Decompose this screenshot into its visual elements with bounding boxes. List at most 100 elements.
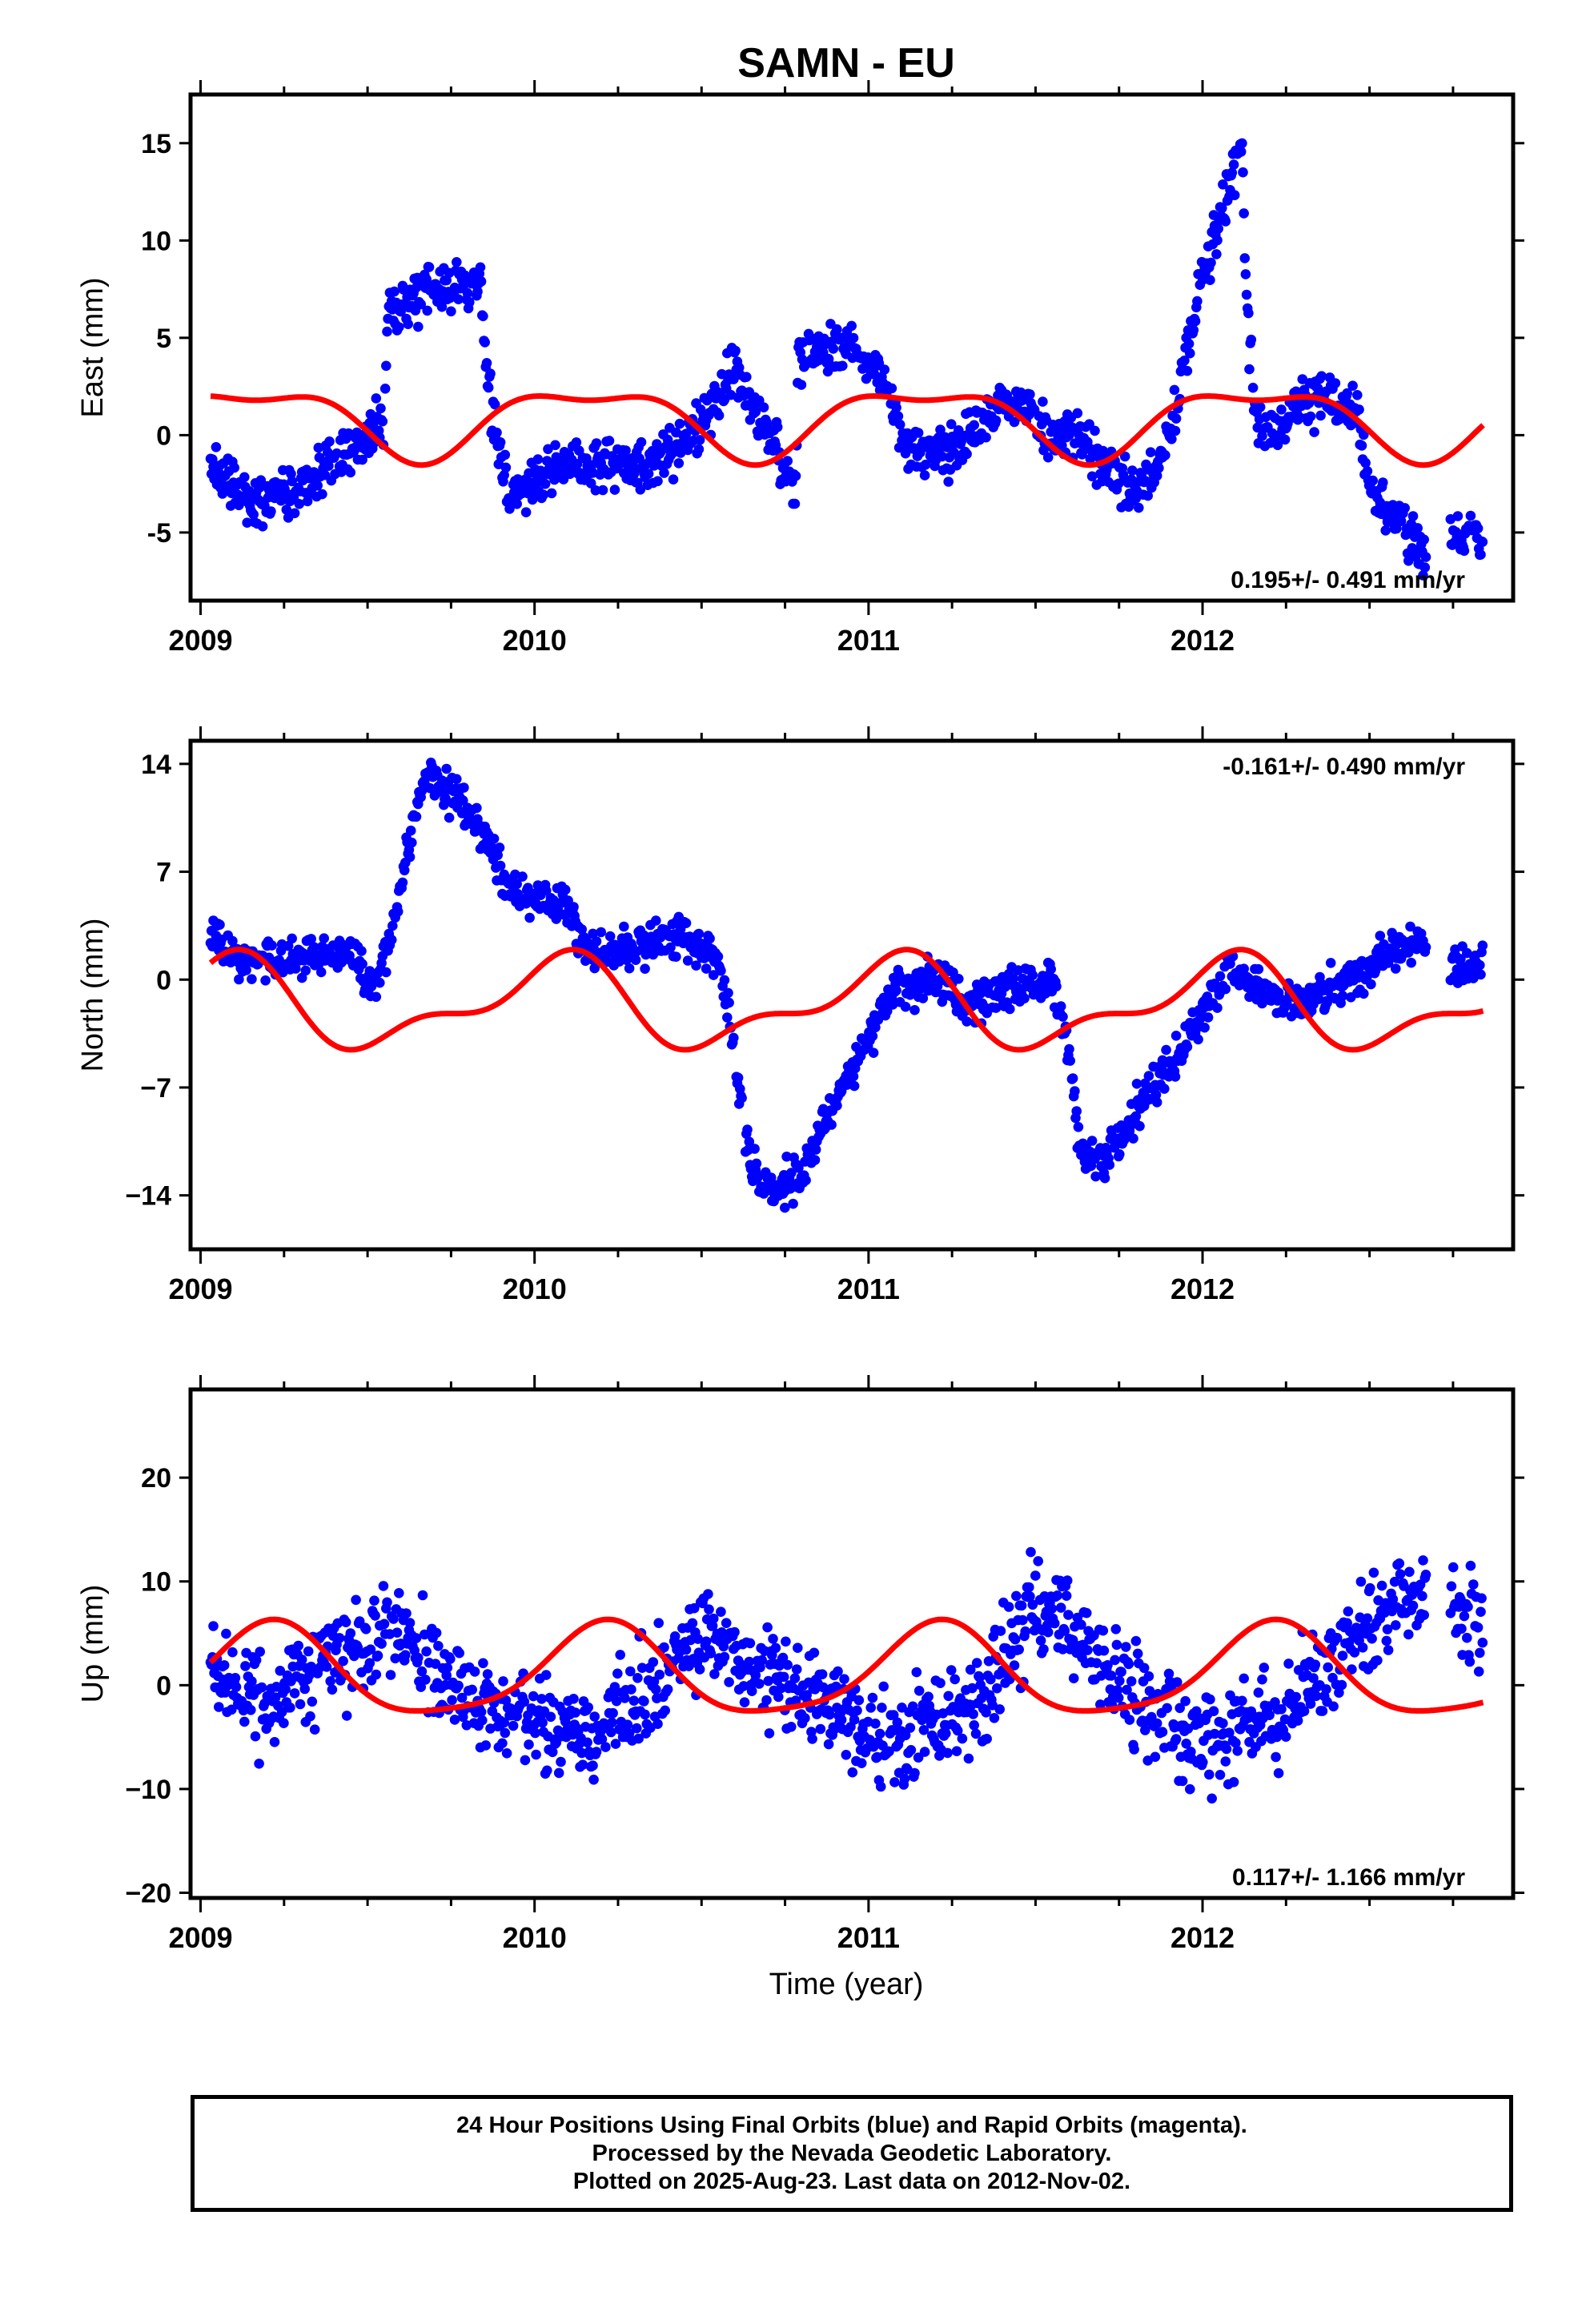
up-data-point — [1208, 1706, 1219, 1716]
up-data-point — [345, 1628, 356, 1638]
up-data-point — [853, 1695, 865, 1706]
up-data-point — [632, 1723, 642, 1734]
north-data-point — [315, 967, 327, 978]
up-data-point — [1231, 1738, 1241, 1748]
up-data-point — [360, 1624, 371, 1634]
east-data-point — [485, 368, 496, 379]
north-data-point — [452, 774, 462, 785]
up-data-point — [689, 1602, 700, 1614]
up-data-point — [745, 1638, 756, 1649]
up-data-point — [500, 1727, 511, 1739]
east-data-point — [1244, 364, 1255, 375]
north-data-point — [306, 934, 317, 944]
up-data-point — [577, 1759, 588, 1770]
north-data-point — [900, 1001, 911, 1012]
up-data-point — [1447, 1562, 1459, 1573]
up-data-point — [1404, 1566, 1415, 1578]
up-data-point — [1463, 1602, 1473, 1612]
up-data-point — [770, 1642, 781, 1654]
east-y-tick-label: -5 — [147, 518, 171, 549]
up-data-point — [1368, 1567, 1379, 1578]
footer-line-1: 24 Hour Positions Using Final Orbits (bl… — [456, 2112, 1247, 2138]
east-data-point — [294, 499, 305, 509]
east-data-point — [312, 480, 323, 491]
up-data-point — [540, 1670, 552, 1680]
east-data-point — [668, 474, 679, 485]
east-data-point — [532, 454, 544, 464]
up-data-point — [588, 1760, 598, 1771]
up-data-point — [1334, 1687, 1344, 1698]
north-data-point — [260, 975, 271, 986]
east-data-point — [500, 462, 512, 473]
north-y-tick-label: 0 — [156, 965, 171, 995]
up-data-point — [1068, 1673, 1079, 1683]
up-data-point — [724, 1677, 734, 1687]
up-data-point — [404, 1618, 416, 1628]
up-data-point — [1367, 1633, 1377, 1644]
up-data-point — [900, 1730, 911, 1741]
up-data-point — [279, 1718, 289, 1728]
north-data-point — [356, 946, 367, 956]
east-data-point — [1238, 167, 1248, 178]
up-data-point — [913, 1686, 925, 1696]
north-data-point — [917, 993, 929, 1003]
north-data-point — [591, 936, 602, 947]
east-data-point — [1476, 549, 1486, 560]
up-data-point — [970, 1728, 982, 1739]
up-data-point — [1336, 1679, 1347, 1691]
up-data-point — [865, 1703, 876, 1713]
east-data-point — [1378, 477, 1388, 488]
north-data-point — [1051, 981, 1062, 992]
up-data-point — [570, 1707, 580, 1718]
north-data-point — [1199, 1022, 1210, 1033]
up-data-point — [967, 1683, 978, 1694]
east-data-point — [1090, 425, 1100, 436]
north-x-tick-label: 2011 — [837, 1273, 900, 1305]
east-data-point — [1169, 384, 1180, 396]
up-data-point — [1446, 1581, 1457, 1592]
up-data-point — [250, 1731, 261, 1742]
up-data-point — [1138, 1663, 1150, 1674]
north-data-point — [1192, 1022, 1203, 1033]
up-data-point — [809, 1647, 820, 1659]
north-data-point — [1475, 959, 1485, 971]
up-data-point — [615, 1650, 625, 1660]
up-data-point — [1365, 1582, 1375, 1594]
up-data-point — [1140, 1725, 1150, 1735]
up-data-point — [453, 1680, 464, 1691]
up-data-point — [441, 1670, 452, 1681]
east-data-point — [597, 485, 608, 496]
east-data-point — [790, 471, 801, 481]
east-data-point — [1342, 388, 1352, 399]
up-data-point — [684, 1661, 694, 1671]
east-data-point — [211, 442, 222, 452]
north-data-point — [954, 974, 964, 984]
east-data-point — [1367, 475, 1378, 486]
up-data-point — [1376, 1580, 1387, 1591]
up-data-point — [1476, 1593, 1487, 1604]
east-data-point — [879, 364, 890, 375]
up-data-point — [1121, 1642, 1131, 1652]
east-data-point — [620, 445, 631, 456]
east-data-point — [413, 321, 424, 332]
north-observation-points — [205, 758, 1488, 1213]
up-data-point — [612, 1668, 623, 1679]
up-data-point — [1237, 1695, 1247, 1707]
north-data-point — [1104, 1160, 1115, 1170]
north-data-point — [1375, 931, 1386, 941]
up-data-point — [400, 1650, 411, 1660]
east-data-point — [1145, 447, 1156, 457]
up-data-point — [1081, 1607, 1092, 1618]
east-data-point — [1315, 410, 1326, 421]
up-data-point — [729, 1626, 740, 1638]
up-data-point — [1010, 1634, 1021, 1645]
up-data-point — [370, 1610, 380, 1621]
up-data-point — [416, 1682, 426, 1692]
east-x-tick-label: 2012 — [1170, 624, 1235, 657]
up-data-point — [1174, 1703, 1185, 1714]
up-data-point — [969, 1720, 979, 1731]
north-data-point — [1143, 1071, 1154, 1081]
up-data-point — [1218, 1718, 1228, 1729]
up-data-point — [270, 1692, 281, 1703]
east-data-point — [1316, 371, 1327, 382]
